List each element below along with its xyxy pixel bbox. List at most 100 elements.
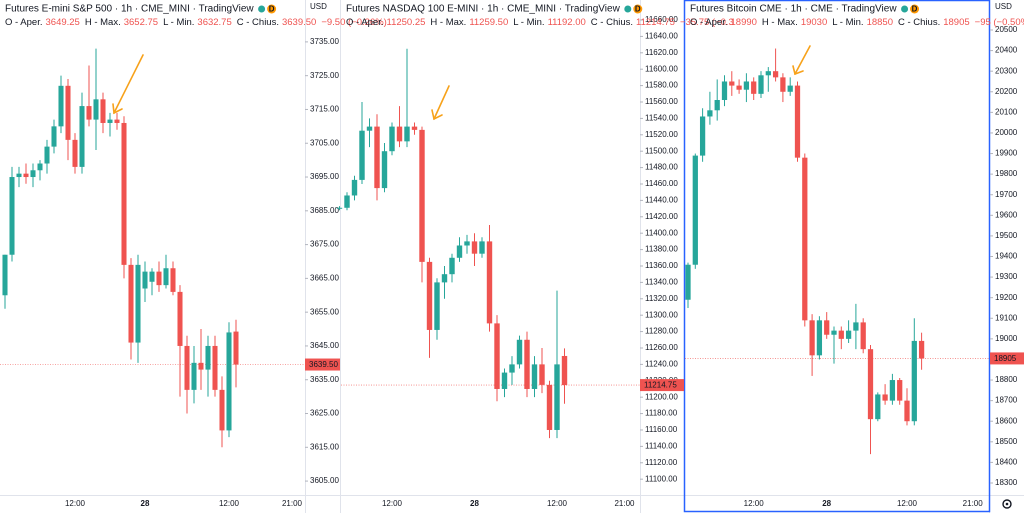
last-price-box xyxy=(990,352,1024,365)
currency-label: USD xyxy=(995,2,1012,11)
x-tick-label: 12:00 xyxy=(219,499,240,508)
gear-center[interactable] xyxy=(1005,502,1009,506)
candle-body xyxy=(845,330,852,339)
y-tick-label: 11660.00 xyxy=(645,15,678,24)
y-tick-label: 20000 xyxy=(995,128,1018,137)
candle-body xyxy=(721,81,728,101)
last-price-label: 11214.75 xyxy=(644,381,677,390)
y-tick-label: 11440.00 xyxy=(645,196,678,205)
candle-body xyxy=(692,155,698,265)
y-tick-label: 11200.00 xyxy=(645,392,678,401)
ohlc-value: 3639.50 xyxy=(282,17,316,28)
candle-body xyxy=(699,116,706,156)
candle-body xyxy=(809,320,815,356)
y-tick-label: 11340.00 xyxy=(645,277,678,286)
y-tick-label: 11320.00 xyxy=(645,294,678,303)
ohlc-value: 3649.25 xyxy=(46,17,80,28)
y-tick-label: 18500 xyxy=(995,437,1018,446)
candle-body xyxy=(831,330,837,335)
delay-badge xyxy=(633,4,643,14)
candle-body xyxy=(100,99,106,123)
candle-body xyxy=(404,126,410,142)
y-tick-label: 18700 xyxy=(995,396,1018,405)
y-tick-label: 19100 xyxy=(995,313,1018,322)
candle-body xyxy=(471,241,478,254)
panel: 3735.00 3725.00 3715.00 3705.00 3695.00 3685.… xyxy=(0,2,387,508)
candle-body xyxy=(554,364,560,430)
settings-icon[interactable] xyxy=(1002,499,1012,509)
arrow xyxy=(113,54,144,114)
candle-body xyxy=(2,254,8,296)
y-tick-label: 19600 xyxy=(995,210,1018,219)
y-tick-label: 3675.00 xyxy=(310,240,339,249)
x-tick-label: 12:00 xyxy=(382,499,403,508)
ohlc-label: L - Min. xyxy=(513,17,544,28)
candle-body xyxy=(524,339,530,389)
candle-body xyxy=(765,71,771,76)
candle-body xyxy=(389,126,395,152)
candle-body xyxy=(23,173,29,178)
candle-body xyxy=(824,320,830,335)
candle-body xyxy=(464,241,470,246)
ohlc-label: H - Max. xyxy=(762,17,798,28)
x-tick-label: 28 xyxy=(141,499,150,508)
candle-body xyxy=(434,282,440,330)
x-tick-label: 12:00 xyxy=(547,499,568,508)
candle-body xyxy=(911,340,917,422)
y-tick-label: 18800 xyxy=(995,375,1018,384)
y-tick-label: 19000 xyxy=(995,334,1018,343)
y-tick-label: 19400 xyxy=(995,252,1018,261)
candle-body xyxy=(51,126,57,147)
x-tick-label: 21:00 xyxy=(614,499,635,508)
candle-body xyxy=(149,271,155,282)
panel: 20500 20400 20300 20200 20100 20000 19900 19800… xyxy=(685,2,1024,508)
y-tick-label: 3695.00 xyxy=(310,172,339,181)
panel: 11660.00 11640.00 11620.00 11600.00 11580.00… xyxy=(336,4,734,508)
candle-body xyxy=(494,323,500,389)
candle-body xyxy=(882,394,888,401)
y-tick-label: 3735.00 xyxy=(310,37,339,46)
gear[interactable] xyxy=(1002,499,1012,509)
candle-body xyxy=(904,400,910,422)
candle-body xyxy=(198,362,204,370)
candle-body xyxy=(336,207,343,209)
y-tick-label: 3655.00 xyxy=(310,307,339,316)
candle-body xyxy=(736,85,742,90)
candle-body xyxy=(853,322,859,331)
candle-body xyxy=(205,345,211,370)
candle-body xyxy=(816,320,823,356)
y-tick-label: 11560.00 xyxy=(645,97,678,106)
last-price-box xyxy=(305,358,340,371)
ohlc-value: 19030 xyxy=(801,17,827,28)
x-tick-label: 21:00 xyxy=(963,499,984,508)
candle-body xyxy=(396,126,403,142)
candle-body xyxy=(79,106,85,167)
ohlc-change: −35.75 (−0.3 xyxy=(680,17,734,28)
y-tick-label: 19500 xyxy=(995,231,1018,240)
y-tick-label: 3625.00 xyxy=(310,409,339,418)
y-tick-label: 11100.00 xyxy=(645,474,678,483)
arrow-head xyxy=(112,103,123,115)
y-tick-label: 11140.00 xyxy=(645,441,678,450)
ohlc-value: 18905 xyxy=(943,17,969,28)
last-price-label: 3639.50 xyxy=(309,360,338,369)
candle-body xyxy=(65,85,71,140)
candle-body xyxy=(838,330,844,339)
candle-body xyxy=(449,257,455,275)
y-tick-label: 11180.00 xyxy=(645,409,678,418)
candle-body xyxy=(758,75,764,94)
chart-title: Futures Bitcoin CME · 1h · CME · Trading… xyxy=(690,4,897,15)
candle-body xyxy=(114,119,120,123)
ohlc-label: C - Chius. xyxy=(591,17,633,28)
status-dot xyxy=(258,5,266,13)
ohlc-label: L - Min. xyxy=(163,17,194,28)
candle-body xyxy=(184,345,190,390)
y-tick-label: 19900 xyxy=(995,149,1018,158)
delay-badge-letter: D xyxy=(912,5,918,14)
x-tick-label: 28 xyxy=(470,499,479,508)
y-tick-label: 11620.00 xyxy=(645,48,678,57)
y-tick-label: 3725.00 xyxy=(310,71,339,80)
ohlc-label: O - Aper. xyxy=(690,17,728,28)
delay-badge xyxy=(267,4,277,14)
